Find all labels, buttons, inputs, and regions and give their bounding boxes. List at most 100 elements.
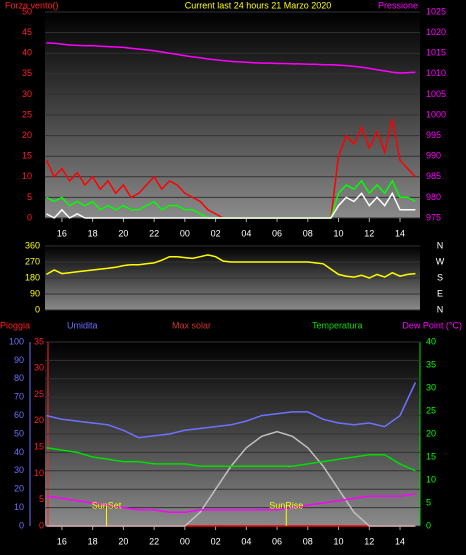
tick-label: 995 — [426, 130, 441, 140]
tick-label: 0 — [39, 520, 44, 530]
tick-label: 15 — [426, 451, 436, 461]
tick-label: 975 — [426, 212, 441, 222]
tick-label: 1020 — [426, 27, 446, 37]
tick-label: 70 — [14, 392, 24, 402]
tick-label: 20 — [34, 415, 44, 425]
tick-label: 30 — [34, 363, 44, 373]
tick-label: 40 — [426, 336, 436, 346]
series-line — [46, 382, 417, 439]
tick-label: 30 — [22, 89, 32, 99]
legend-entry: Max solar — [172, 320, 211, 330]
x-tick-label: 08 — [303, 536, 313, 546]
series-line — [46, 447, 416, 472]
x-tick-label: 06 — [272, 536, 282, 546]
tick-label: 20 — [14, 484, 24, 494]
tick-label: 990 — [426, 151, 441, 161]
tick-label: 20 — [22, 130, 32, 140]
tick-label: 25 — [426, 405, 436, 415]
tick-label: 90 — [30, 288, 40, 298]
annotation: SunRise — [269, 500, 303, 510]
tick-label: 90 — [14, 355, 24, 365]
compass-label: N — [437, 304, 444, 314]
tick-label: 10 — [34, 468, 44, 478]
tick-label: 60 — [14, 410, 24, 420]
tick-label: 5 — [27, 192, 32, 202]
x-tick-label: 04 — [241, 228, 251, 238]
tick-label: 1005 — [426, 89, 446, 99]
x-tick-label: 00 — [180, 536, 190, 546]
compass-label: S — [437, 272, 443, 282]
x-tick-label: 08 — [303, 228, 313, 238]
tick-label: 1000 — [426, 109, 446, 119]
x-tick-label: 10 — [334, 228, 344, 238]
tick-label: 5 — [426, 497, 431, 507]
tick-label: 5 — [39, 494, 44, 504]
tick-label: 985 — [426, 171, 441, 181]
x-tick-label: 20 — [118, 536, 128, 546]
compass-label: E — [437, 288, 443, 298]
legend-entry: Umidita — [67, 320, 98, 330]
tick-label: 180 — [25, 272, 40, 282]
tick-label: 30 — [14, 465, 24, 475]
x-tick-label: 12 — [364, 228, 374, 238]
tick-label: 1025 — [426, 6, 446, 16]
tick-label: 30 — [426, 382, 436, 392]
x-tick-label: 20 — [118, 228, 128, 238]
tick-label: 15 — [22, 151, 32, 161]
chart-title: Current last 24 hours 21 Marzo 2020 — [185, 0, 332, 10]
tick-label: 1015 — [426, 48, 446, 58]
x-tick-label: 00 — [180, 228, 190, 238]
y-label: Forza vento() — [5, 0, 59, 10]
tick-label: 10 — [14, 502, 24, 512]
tick-label: 25 — [34, 389, 44, 399]
x-tick-label: 22 — [149, 536, 159, 546]
x-tick-label: 04 — [241, 536, 251, 546]
tick-label: 1010 — [426, 68, 446, 78]
x-tick-label: 14 — [395, 228, 405, 238]
tick-label: 270 — [25, 256, 40, 266]
tick-label: 0 — [35, 304, 40, 314]
tick-label: 40 — [22, 48, 32, 58]
tick-label: 0 — [27, 212, 32, 222]
tick-label: 80 — [14, 373, 24, 383]
tick-label: 25 — [22, 109, 32, 119]
tick-label: 980 — [426, 192, 441, 202]
series-line — [46, 191, 416, 219]
x-tick-label: 14 — [395, 536, 405, 546]
legend-entry: Pioggia — [0, 320, 30, 330]
compass-label: N — [437, 240, 444, 250]
tick-label: 35 — [34, 336, 44, 346]
x-tick-label: 18 — [88, 536, 98, 546]
series-line — [46, 254, 416, 279]
x-tick-label: 22 — [149, 228, 159, 238]
legend-entry: Dew Point (°C) — [402, 320, 462, 330]
x-tick-label: 16 — [57, 228, 67, 238]
series-line — [46, 42, 416, 74]
annotation: SunSet — [92, 500, 122, 510]
tick-label: 15 — [34, 442, 44, 452]
tick-label: 20 — [426, 428, 436, 438]
tick-label: 10 — [426, 474, 436, 484]
x-tick-label: 10 — [334, 536, 344, 546]
x-tick-label: 02 — [211, 536, 221, 546]
tick-label: 50 — [22, 6, 32, 16]
x-tick-label: 06 — [272, 228, 282, 238]
tick-label: 40 — [14, 447, 24, 457]
tick-label: 50 — [14, 428, 24, 438]
tick-label: 35 — [22, 68, 32, 78]
compass-label: W — [436, 256, 445, 266]
x-tick-label: 02 — [211, 228, 221, 238]
tick-label: 0 — [426, 520, 431, 530]
tick-label: 45 — [22, 27, 32, 37]
y2-label: Pressione — [378, 0, 418, 10]
tick-label: 0 — [19, 520, 24, 530]
tick-label: 10 — [22, 171, 32, 181]
tick-label: 360 — [25, 240, 40, 250]
tick-label: 100 — [9, 336, 24, 346]
legend-entry: Temperatura — [312, 320, 363, 330]
x-tick-label: 12 — [364, 536, 374, 546]
x-tick-label: 18 — [88, 228, 98, 238]
tick-label: 35 — [426, 359, 436, 369]
x-tick-label: 16 — [57, 536, 67, 546]
